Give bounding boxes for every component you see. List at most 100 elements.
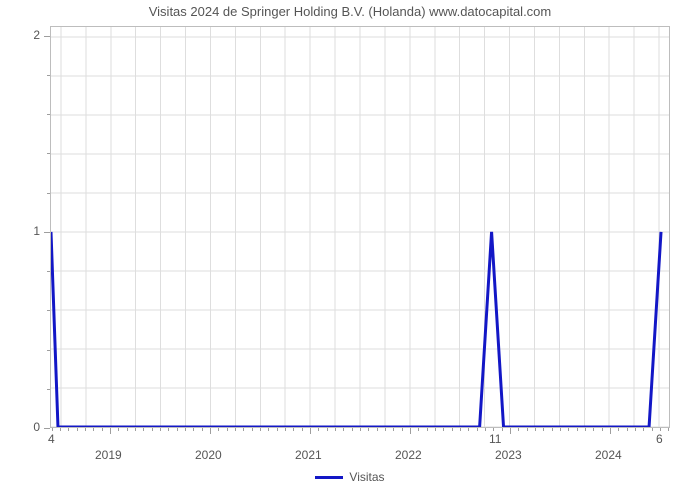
- x-minor-tick: [127, 428, 128, 431]
- x-minor-tick: [68, 428, 69, 431]
- x-minor-tick: [518, 428, 519, 431]
- secondary-x-label: 6: [656, 432, 663, 446]
- x-minor-tick: [85, 428, 86, 431]
- x-minor-tick: [152, 428, 153, 431]
- y-minor-tick: [47, 153, 50, 154]
- x-minor-tick: [452, 428, 453, 431]
- x-minor-tick: [218, 428, 219, 431]
- legend-text: Visitas: [349, 470, 384, 484]
- x-minor-tick: [460, 428, 461, 431]
- grid: [51, 27, 669, 427]
- x-minor-tick: [118, 428, 119, 431]
- x-minor-tick: [335, 428, 336, 431]
- x-minor-tick: [293, 428, 294, 431]
- series-visitas: [51, 232, 661, 427]
- x-minor-tick: [427, 428, 428, 431]
- y-tick: [44, 36, 50, 37]
- x-tick: [410, 428, 411, 434]
- x-minor-tick: [327, 428, 328, 431]
- x-tick: [210, 428, 211, 434]
- plot-area: [50, 26, 670, 428]
- x-minor-tick: [618, 428, 619, 431]
- x-tick-label: 2019: [95, 448, 122, 462]
- y-tick: [44, 428, 50, 429]
- x-minor-tick: [302, 428, 303, 431]
- chart-container: Visitas 2024 de Springer Holding B.V. (H…: [0, 0, 700, 500]
- x-minor-tick: [318, 428, 319, 431]
- y-tick-label: 0: [33, 420, 40, 434]
- x-tick-label: 2023: [495, 448, 522, 462]
- y-minor-tick: [47, 389, 50, 390]
- x-minor-tick: [343, 428, 344, 431]
- x-minor-tick: [443, 428, 444, 431]
- y-minor-tick: [47, 75, 50, 76]
- x-minor-tick: [360, 428, 361, 431]
- x-minor-tick: [652, 428, 653, 431]
- y-tick-label: 1: [33, 224, 40, 238]
- x-minor-tick: [543, 428, 544, 431]
- x-tick: [610, 428, 611, 434]
- x-minor-tick: [552, 428, 553, 431]
- x-tick-label: 2022: [395, 448, 422, 462]
- x-tick-label: 2021: [295, 448, 322, 462]
- x-minor-tick: [368, 428, 369, 431]
- secondary-x-label: 4: [48, 432, 55, 446]
- x-minor-tick: [418, 428, 419, 431]
- y-minor-tick: [47, 310, 50, 311]
- x-minor-tick: [393, 428, 394, 431]
- x-minor-tick: [602, 428, 603, 431]
- x-minor-tick: [377, 428, 378, 431]
- x-minor-tick: [202, 428, 203, 431]
- x-minor-tick: [243, 428, 244, 431]
- x-minor-tick: [593, 428, 594, 431]
- x-minor-tick: [177, 428, 178, 431]
- x-minor-tick: [627, 428, 628, 431]
- x-minor-tick: [193, 428, 194, 431]
- x-minor-tick: [643, 428, 644, 431]
- secondary-x-label: 11: [489, 432, 501, 446]
- x-tick: [310, 428, 311, 434]
- x-minor-tick: [485, 428, 486, 431]
- x-minor-tick: [252, 428, 253, 431]
- x-minor-tick: [668, 428, 669, 431]
- x-tick: [110, 428, 111, 434]
- x-minor-tick: [77, 428, 78, 431]
- x-tick: [510, 428, 511, 434]
- y-tick-label: 2: [33, 28, 40, 42]
- x-minor-tick: [660, 428, 661, 431]
- x-minor-tick: [168, 428, 169, 431]
- plot-svg: [51, 27, 669, 427]
- x-minor-tick: [93, 428, 94, 431]
- x-minor-tick: [402, 428, 403, 431]
- x-minor-tick: [585, 428, 586, 431]
- x-minor-tick: [285, 428, 286, 431]
- y-tick: [44, 232, 50, 233]
- chart-title: Visitas 2024 de Springer Holding B.V. (H…: [0, 4, 700, 19]
- x-minor-tick: [227, 428, 228, 431]
- x-minor-tick: [160, 428, 161, 431]
- x-minor-tick: [477, 428, 478, 431]
- x-minor-tick: [143, 428, 144, 431]
- y-minor-tick: [47, 350, 50, 351]
- x-minor-tick: [60, 428, 61, 431]
- x-minor-tick: [468, 428, 469, 431]
- x-minor-tick: [502, 428, 503, 431]
- legend: Visitas: [0, 470, 700, 484]
- x-minor-tick: [527, 428, 528, 431]
- y-minor-tick: [47, 271, 50, 272]
- x-minor-tick: [260, 428, 261, 431]
- x-minor-tick: [635, 428, 636, 431]
- legend-swatch: [315, 476, 343, 479]
- x-tick-label: 2020: [195, 448, 222, 462]
- x-tick-label: 2024: [595, 448, 622, 462]
- x-minor-tick: [235, 428, 236, 431]
- x-minor-tick: [568, 428, 569, 431]
- x-minor-tick: [435, 428, 436, 431]
- x-minor-tick: [493, 428, 494, 431]
- x-minor-tick: [352, 428, 353, 431]
- x-minor-tick: [277, 428, 278, 431]
- x-minor-tick: [102, 428, 103, 431]
- x-minor-tick: [185, 428, 186, 431]
- x-minor-tick: [385, 428, 386, 431]
- x-minor-tick: [52, 428, 53, 431]
